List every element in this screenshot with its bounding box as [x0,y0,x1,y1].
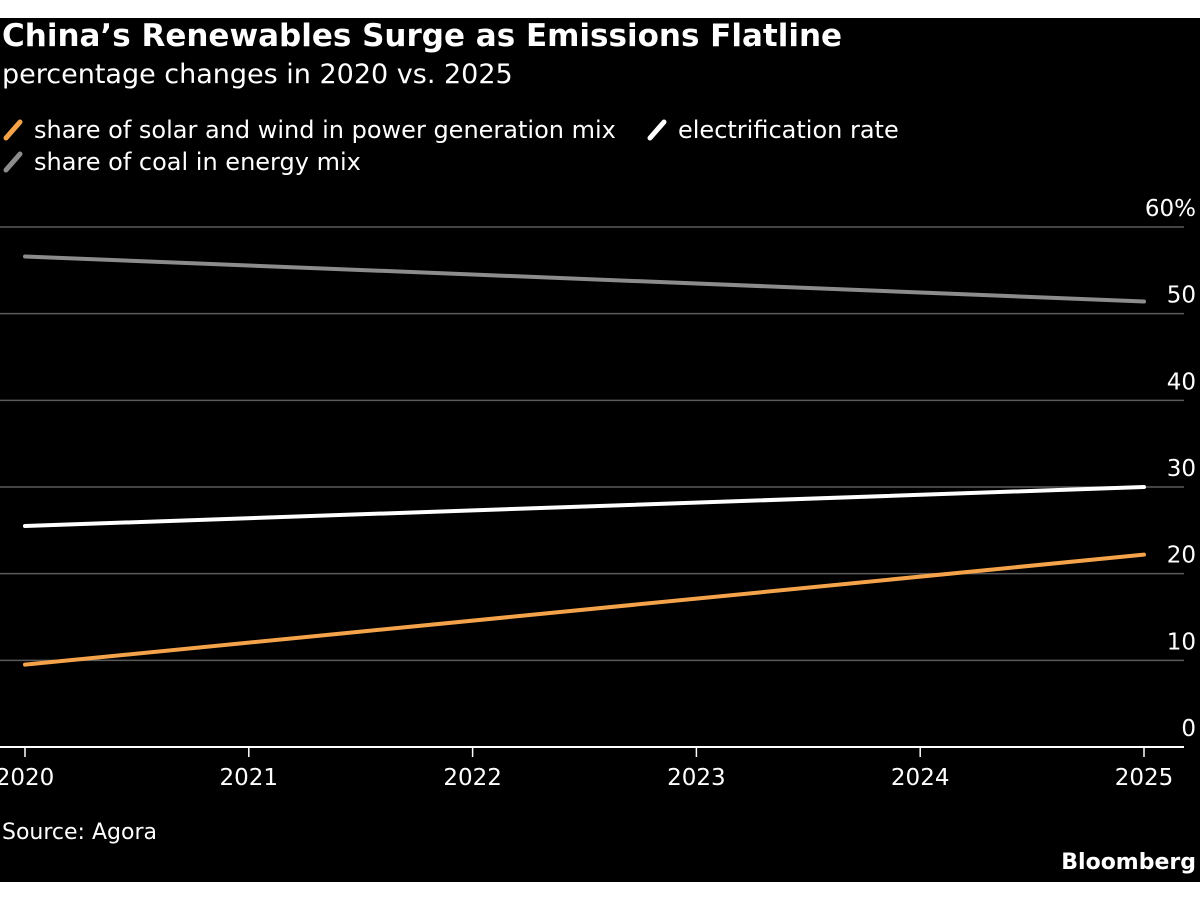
series-line [23,254,1146,304]
chart-title: China’s Renewables Surge as Emissions Fl… [2,18,843,54]
chart-panel [0,18,1200,882]
legend-item-electrification: electrification rate [646,116,899,144]
y-tick-label: 10 [1167,629,1196,655]
legend-label-coal: share of coal in energy mix [34,148,361,176]
series-line [23,552,1146,667]
legend-swatch-coal [2,151,24,173]
legend-item-coal: share of coal in energy mix [2,148,361,176]
legend-swatch-solar-wind [2,119,24,141]
source-note: Source: Agora [2,820,157,845]
y-tick-label: 50 [1167,283,1196,309]
y-tick-label: 30 [1167,456,1196,482]
brand-logo: Bloomberg [1061,850,1196,875]
x-tick-label: 2022 [443,765,502,791]
x-tick-label: 2021 [220,765,279,791]
x-tick-label: 2023 [667,765,726,791]
y-tick-label: 60% [1145,196,1196,222]
chart-subtitle: percentage changes in 2020 vs. 2025 [2,59,513,90]
y-tick-label: 0 [1181,716,1196,742]
y-tick-label: 20 [1167,543,1196,569]
x-tick-label: 2024 [891,765,950,791]
legend-item-solar-wind: share of solar and wind in power generat… [2,116,616,144]
x-tick-label: 2025 [1115,765,1174,791]
legend-swatch-electrification [646,119,668,141]
y-tick-label: 40 [1167,369,1196,395]
x-tick-label: 2020 [0,765,54,791]
series-line [23,485,1146,528]
legend-label-electrification: electrification rate [678,116,899,144]
legend-label-solar-wind: share of solar and wind in power generat… [34,116,616,144]
